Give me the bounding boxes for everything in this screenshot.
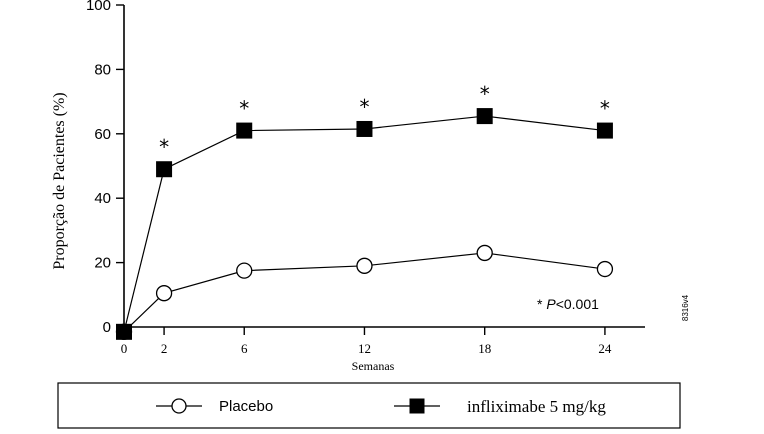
data-point-infliximabe [116, 323, 132, 340]
y-axis-label: Proporção de Pacientes (%) [51, 92, 68, 269]
legend-item-placebo: Placebo [156, 398, 273, 415]
legend: Placebo infliximabe 5 mg/kg [57, 382, 681, 429]
x-axis-label: Semanas [352, 359, 395, 373]
series-infliximabe [116, 108, 613, 340]
data-point-infliximabe [236, 122, 253, 139]
y-tick-label: 80 [94, 61, 111, 78]
y-tick-label: 100 [86, 0, 111, 14]
y-tick-label: 0 [103, 319, 111, 336]
p-value-prefix: * [537, 296, 546, 312]
legend-label-infliximabe: infliximabe 5 mg/kg [467, 397, 606, 416]
legend-item-infliximabe: infliximabe 5 mg/kg [394, 397, 606, 416]
y-tick-label: 40 [94, 190, 111, 207]
legend-marker-infliximabe [409, 398, 425, 414]
data-point-placebo [356, 257, 373, 274]
significance-stars: * * * * * [159, 82, 610, 159]
y-tick-label: 60 [94, 126, 111, 143]
y-ticks: 0 20 40 60 80 100 [86, 0, 124, 336]
data-point-infliximabe [476, 108, 493, 125]
p-value-note: * P<0.001 [537, 296, 599, 312]
y-tick-label: 20 [94, 255, 111, 272]
x-tick-label: 24 [598, 341, 612, 356]
x-tick-label: 2 [161, 341, 168, 356]
x-tick-label: 18 [478, 341, 491, 356]
x-ticks: 0 2 6 12 18 24 [121, 327, 612, 356]
series-placebo [115, 244, 614, 340]
data-point-infliximabe [356, 120, 373, 137]
data-point-infliximabe [156, 161, 173, 178]
figure-code: 8316v4 [681, 294, 690, 321]
p-value-p: P [546, 296, 556, 312]
legend-marker-placebo [171, 398, 187, 414]
significance-star: * [159, 135, 169, 159]
x-tick-label: 0 [121, 341, 128, 356]
significance-star: * [239, 97, 249, 121]
data-point-infliximabe [596, 122, 613, 139]
significance-star: * [359, 95, 369, 119]
significance-star: * [600, 97, 610, 121]
p-value-rest: <0.001 [556, 296, 599, 312]
series-line-infliximabe [123, 115, 605, 332]
x-tick-label: 12 [358, 341, 371, 356]
significance-star: * [480, 82, 490, 106]
axes [123, 5, 645, 328]
data-point-placebo [596, 260, 614, 278]
series-layer [115, 108, 614, 340]
data-point-placebo [476, 244, 493, 262]
data-point-placebo [236, 262, 253, 279]
x-tick-label: 6 [241, 341, 248, 356]
data-point-placebo [155, 285, 173, 302]
series-line-placebo [123, 252, 606, 333]
legend-label-placebo: Placebo [219, 398, 273, 415]
